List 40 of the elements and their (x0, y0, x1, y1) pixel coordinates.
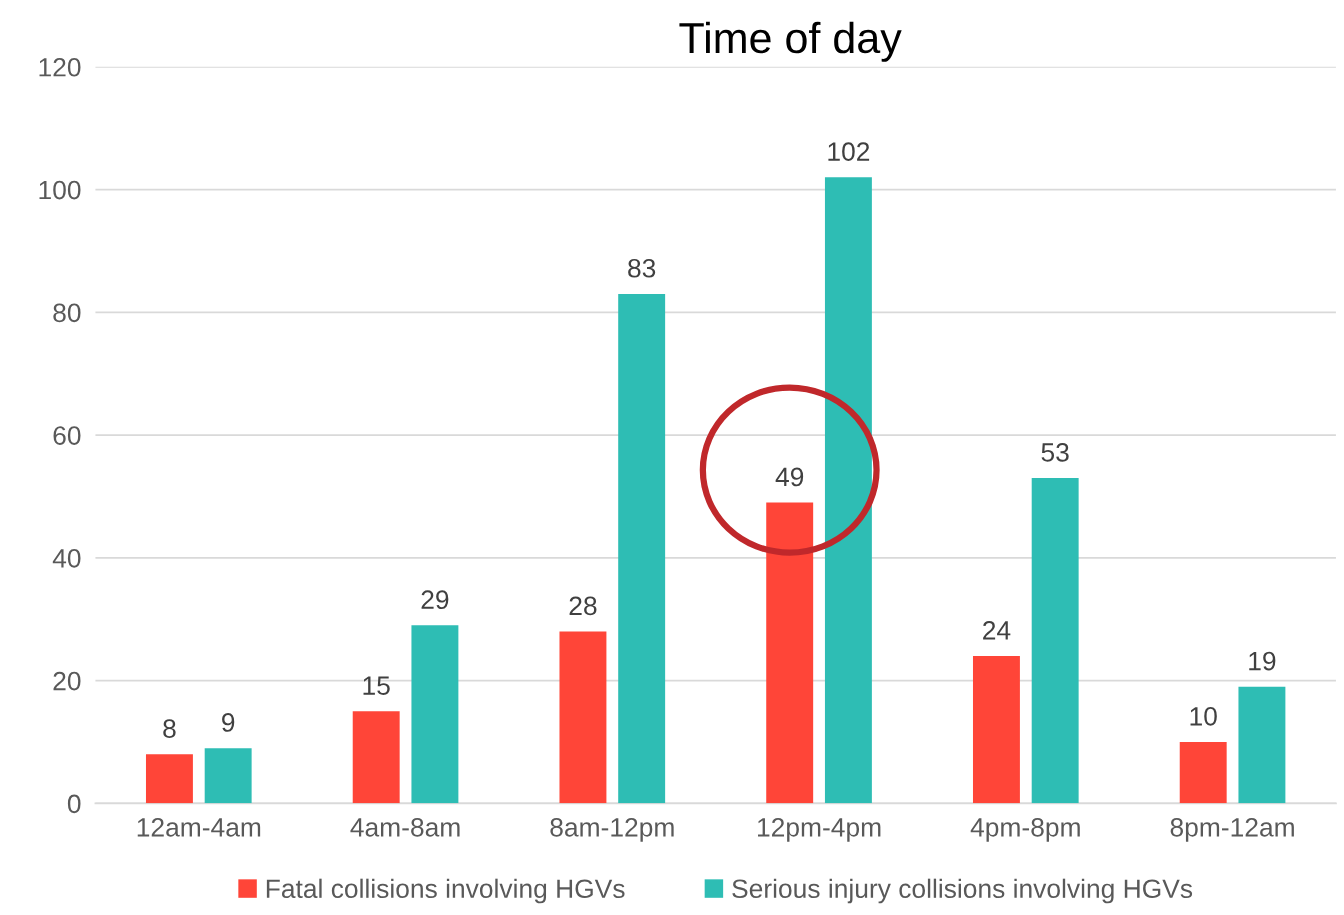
x-tick-label: 4am-8am (350, 817, 460, 837)
x-tick-label: 8pm-12am (1170, 817, 1294, 842)
y-tick-label: 0 (67, 794, 81, 814)
data-label: 24 (983, 621, 1011, 640)
y-tick-label: 60 (53, 426, 81, 445)
legend-label: Fatal collisions involving HGVs (266, 878, 625, 904)
bar (618, 293, 666, 804)
bar (559, 631, 607, 804)
y-tick-label: 80 (53, 303, 81, 323)
y-tick-label: 20 (53, 671, 81, 691)
data-label: 9 (222, 713, 235, 732)
x-tick-label: 12am-4am (137, 817, 261, 837)
data-label: 28 (569, 596, 597, 616)
legend-label: Serious injury collisions involving HGVs (732, 878, 1193, 904)
bar (972, 656, 1020, 804)
bar (1031, 478, 1079, 804)
y-tick-label: 120 (39, 57, 81, 77)
data-label: 53 (1041, 443, 1069, 462)
bar (411, 625, 459, 804)
bar (352, 711, 400, 804)
bar (824, 177, 872, 804)
bar (1238, 686, 1286, 804)
chart-title: Time of day (679, 21, 902, 62)
data-label: 19 (1249, 651, 1276, 671)
y-tick-label: 40 (52, 548, 81, 568)
data-label: 8 (163, 719, 176, 738)
bar (204, 748, 252, 804)
data-label: 102 (828, 142, 870, 161)
bar (766, 502, 814, 804)
bar (145, 754, 193, 804)
x-tick-label: 8am-12pm (550, 817, 674, 842)
data-label: 49 (775, 467, 804, 487)
data-label: 15 (363, 676, 390, 695)
data-label: 83 (628, 258, 656, 278)
bar (1179, 741, 1227, 804)
data-label: 29 (421, 590, 449, 610)
data-label: 10 (1190, 706, 1217, 726)
x-tick-label: 12pm-4pm (758, 817, 881, 842)
x-tick-label: 4pm-8pm (970, 817, 1080, 842)
y-tick-label: 100 (39, 180, 81, 200)
